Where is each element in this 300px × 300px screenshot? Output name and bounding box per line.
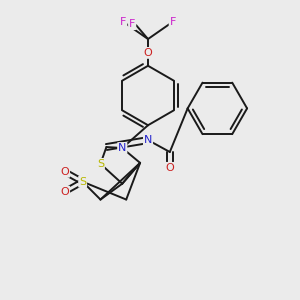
Text: S: S <box>79 177 86 187</box>
Text: F: F <box>129 19 135 29</box>
Text: N: N <box>144 135 152 145</box>
Text: F: F <box>120 17 126 27</box>
Text: O: O <box>165 163 174 173</box>
Text: O: O <box>144 48 152 58</box>
Text: F: F <box>169 17 176 27</box>
Text: O: O <box>60 187 69 196</box>
Text: S: S <box>97 159 104 169</box>
Text: O: O <box>60 167 69 177</box>
Text: N: N <box>118 143 126 153</box>
